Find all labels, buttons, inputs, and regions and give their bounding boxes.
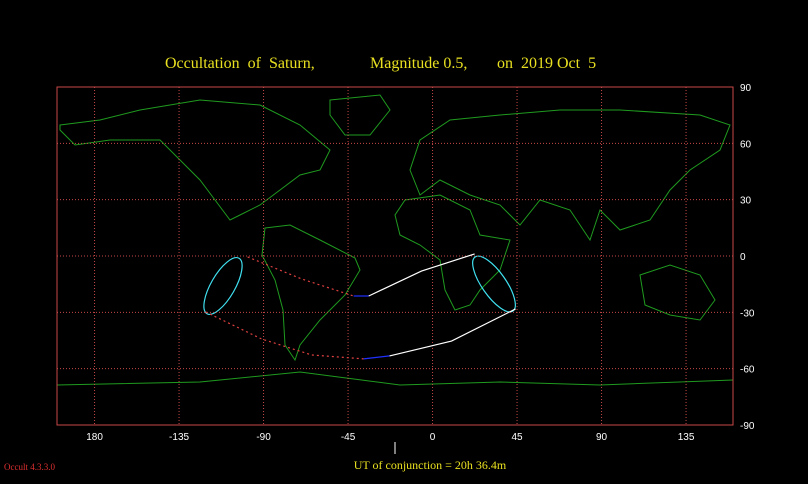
coastlines [56,94,734,386]
visibility-ellipse [203,257,243,315]
coastline [639,264,716,321]
coastline [329,94,391,136]
visibility-ellipse [472,255,516,313]
x-tick-label: 135 [678,432,695,443]
occultation-limit [389,308,516,357]
y-tick-label: -30 [740,308,755,319]
title-1: Occultation of Saturn, [165,55,315,72]
y-tick-label: 30 [740,196,752,207]
y-tick-label: -60 [740,365,755,376]
x-tick-label: 45 [511,432,523,443]
map-frame [56,86,734,426]
y-tick-label: 0 [740,252,746,263]
x-tick-label: 180 [86,432,103,443]
occultation-limit [205,311,364,360]
coastline [409,109,731,242]
footer: UT of conjunction = 20h 36.4m [354,458,507,472]
occultation-limit [363,355,390,360]
coastline [56,371,734,386]
x-tick-label: -45 [341,432,356,443]
title-3: on 2019 Oct 5 [497,55,596,72]
y-tick-label: -90 [740,421,755,432]
y-tick-label: 90 [740,83,752,94]
x-tick-label: -90 [256,432,271,443]
x-tick-label: 90 [596,432,608,443]
x-tick-label: 0 [430,432,436,443]
x-tick-label: -135 [169,432,189,443]
coastline [59,99,331,221]
occultation-limit [368,253,475,297]
title-2: Magnitude 0.5, [370,55,467,72]
coastline [394,194,511,311]
y-tick-label: 60 [740,139,752,150]
coastline [261,224,361,362]
version: Occult 4.3.3.0 [4,462,55,472]
